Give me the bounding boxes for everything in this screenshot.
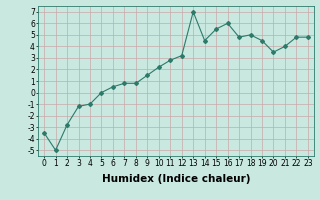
- X-axis label: Humidex (Indice chaleur): Humidex (Indice chaleur): [102, 174, 250, 184]
